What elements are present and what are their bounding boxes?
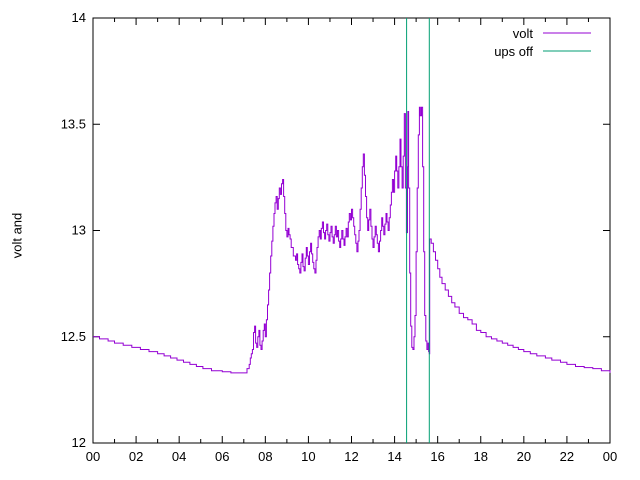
x-tick-label: 20	[517, 449, 531, 464]
x-tick-label: 12	[344, 449, 358, 464]
x-tick-label: 08	[258, 449, 272, 464]
x-tick-label: 18	[474, 449, 488, 464]
legend: volt ups off	[494, 26, 591, 59]
x-axis-tick-labels: 00 02 04 06 08 10 12 14 16 18 20 22 00	[86, 449, 617, 464]
x-tick-label: 02	[129, 449, 143, 464]
legend-label-volt: volt	[513, 26, 534, 41]
data-series	[93, 18, 611, 443]
legend-label-ups-off: ups off	[494, 44, 533, 59]
y-tick-label: 12	[72, 435, 86, 450]
x-tick-label: 14	[387, 449, 401, 464]
x-tick-label: 06	[215, 449, 229, 464]
y-tick-label: 12.5	[61, 329, 86, 344]
plot-border	[92, 17, 611, 444]
volt-line	[93, 106, 611, 374]
y-tick-label: 14	[72, 10, 86, 25]
x-tick-label: 22	[560, 449, 574, 464]
x-tick-label: 00	[603, 449, 617, 464]
y-tick-label: 13.5	[61, 116, 86, 131]
y-axis-tick-labels: 12 12.5 13 13.5 14	[61, 10, 86, 450]
x-tick-label: 10	[301, 449, 315, 464]
x-tick-label: 00	[86, 449, 100, 464]
x-tick-label: 16	[430, 449, 444, 464]
y-axis-title: volt and	[9, 212, 25, 259]
y-tick-label: 13	[72, 223, 86, 238]
axis-ticks	[92, 17, 611, 444]
x-tick-label: 04	[172, 449, 186, 464]
